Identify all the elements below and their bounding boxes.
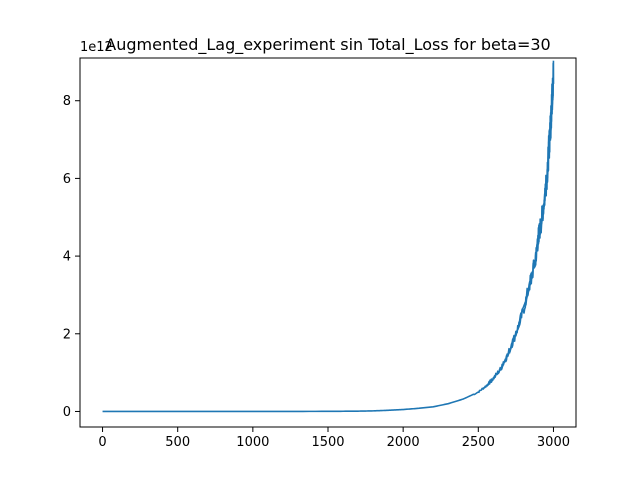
y-tick-label: 2 xyxy=(63,327,71,342)
x-tick-label: 2500 xyxy=(462,435,495,450)
x-tick-label: 0 xyxy=(98,435,106,450)
y-tick-label: 4 xyxy=(63,250,71,265)
y-tick-label: 8 xyxy=(63,94,71,109)
x-tick-label: 2000 xyxy=(387,435,420,450)
y-offset-text: 1e12 xyxy=(80,40,113,55)
y-tick-label: 6 xyxy=(63,172,71,187)
plot-area: 0 500 1000 1500 2000 2500 3000 0 2 4 6 8 xyxy=(63,57,577,450)
x-tick-label: 1500 xyxy=(311,435,344,450)
series-line-0-band xyxy=(485,60,555,387)
x-tick-label: 500 xyxy=(165,435,190,450)
chart-title: Augmented_Lag_experiment sin Total_Loss … xyxy=(105,35,550,55)
y-tick-label: 0 xyxy=(63,405,71,420)
x-tick-label: 1000 xyxy=(236,435,269,450)
x-tick-label: 3000 xyxy=(537,435,570,450)
